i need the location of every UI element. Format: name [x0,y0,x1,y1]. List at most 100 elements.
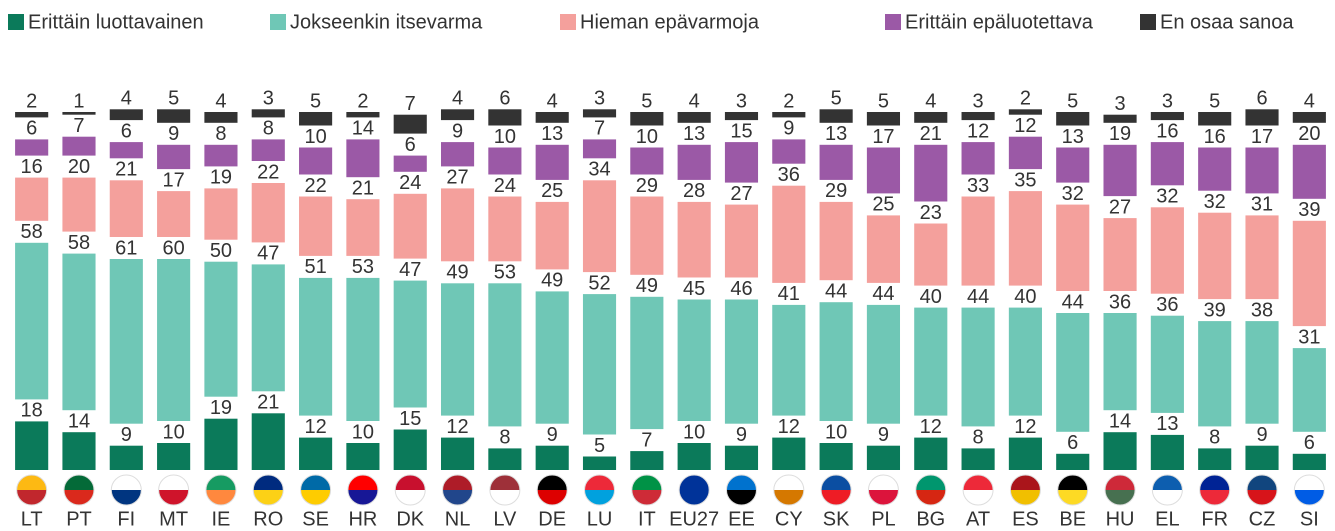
value-label: 2 [783,90,794,112]
value-label: 29 [825,180,847,202]
value-label: 52 [588,272,610,294]
flag-outline [300,474,332,506]
bar-segment [157,191,191,237]
bar-segment [15,112,49,118]
bar-segment [1103,144,1137,197]
value-label: 4 [452,88,463,110]
value-label: 7 [641,429,652,451]
bar-segment [251,413,285,470]
flag-outline [1199,474,1231,506]
flag-top [1105,475,1136,490]
bar-segment [630,196,664,275]
bar-segment [1198,321,1232,427]
value-label: 7 [73,115,84,137]
bar-segment [251,264,285,392]
bar-segment [1245,109,1279,126]
bar-segment [961,142,995,175]
value-label: 58 [21,221,43,243]
flag-top [1199,475,1230,490]
value-label: 12 [304,416,326,438]
bar-segment [677,201,711,278]
value-label: 9 [168,123,179,145]
flag-outline [252,474,284,506]
bar-segment [582,456,617,470]
flag-top [300,475,331,490]
bar-segment [1292,144,1326,199]
x-tick-label: NL [445,508,471,530]
value-label: 36 [778,164,800,186]
flag-bottom [679,490,710,506]
bar-segment [346,443,380,470]
bar-segment [961,196,995,286]
bar-segment [772,112,806,118]
bar-segment [1103,432,1137,470]
x-tick-label: EL [1155,508,1179,530]
bar-segment [866,215,901,283]
value-label: 27 [730,183,752,205]
bar-segment [157,144,191,170]
flag-top [442,475,473,490]
value-label: 31 [1298,326,1320,348]
value-label: 27 [1109,196,1131,218]
value-label: 18 [21,400,43,422]
value-label: 33 [967,175,989,197]
bar-segment [204,112,238,123]
flag-top [584,475,615,490]
flag-top [1152,475,1183,490]
value-label: 4 [1304,90,1315,112]
value-label: 12 [1014,115,1036,137]
bar-segment [62,432,96,470]
flag-bottom [253,490,284,506]
value-label: 8 [263,118,274,140]
flag-top [963,475,994,490]
value-label: 4 [121,88,132,110]
value-label: 9 [878,424,889,446]
bar-segment [630,112,664,126]
bar-segment [1056,313,1090,432]
flag-outline [63,474,95,506]
value-label: 17 [1251,126,1273,148]
value-label: 50 [210,240,232,262]
value-label: 45 [683,278,705,300]
bar-segment [62,136,96,156]
value-label: 4 [215,90,226,112]
value-label: 12 [778,416,800,438]
bar-segment [109,445,143,470]
x-tick-label: HU [1106,508,1135,530]
x-tick-label: EE [728,508,755,530]
bar-segment [724,299,759,424]
bar-segment [15,139,49,156]
value-label: 22 [304,175,326,197]
value-label: 1 [73,90,84,112]
bar-segment [346,277,380,421]
x-tick-label: RO [253,508,283,530]
x-tick-label: CY [775,508,803,530]
flag-bottom [205,490,236,506]
value-label: 32 [1204,191,1226,213]
bar-segment [582,139,617,159]
flag-outline [678,474,710,506]
flag-outline [1246,474,1278,506]
flag-outline [631,474,663,506]
value-label: 4 [689,90,700,112]
value-label: 2 [1020,88,1031,110]
value-label: 41 [778,283,800,305]
bar-segment [1198,212,1232,300]
value-label: 15 [399,408,421,430]
bar-segment [866,112,901,126]
value-label: 6 [499,88,510,110]
bar-segment [677,112,711,123]
bar-segment [299,437,333,470]
bar-segment [1008,136,1042,170]
value-label: 29 [636,175,658,197]
bar-segment [1198,448,1232,470]
value-label: 15 [730,120,752,142]
legend-label: Erittäin luottavainen [28,11,204,33]
flag-top [395,475,426,490]
flag-outline [962,474,994,506]
flag-bottom [111,490,142,506]
bar-segment [724,204,759,278]
flag-top [821,475,852,490]
bar-segment [914,307,948,416]
value-label: 61 [115,237,137,259]
